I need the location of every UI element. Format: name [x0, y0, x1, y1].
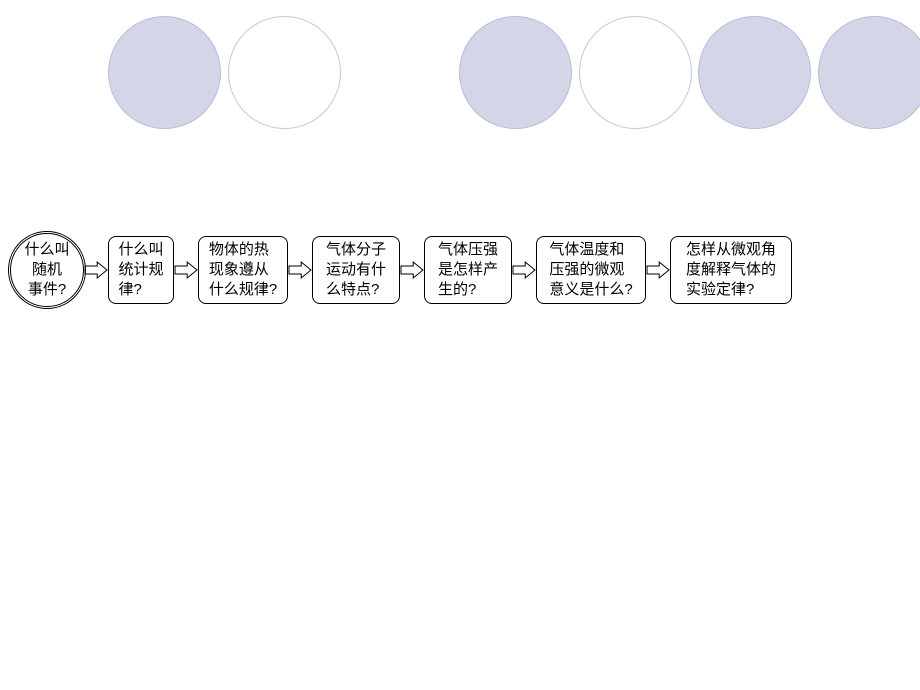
- arrow-icon: [84, 261, 108, 279]
- decorative-circle-1: [108, 16, 221, 129]
- flow-node-label: 气体分子 运动有什 么特点?: [326, 240, 386, 301]
- flow-node-label: 什么叫 随机 事件?: [24, 240, 69, 301]
- flowchart: 什么叫 随机 事件? 什么叫 统计规 律? 物体的热 现象遵从 什么规律? 气体…: [10, 233, 910, 307]
- decorative-circle-2: [228, 16, 341, 129]
- flow-node-label: 物体的热 现象遵从 什么规律?: [209, 240, 277, 301]
- flow-node-label: 什么叫 统计规 律?: [118, 240, 163, 301]
- flow-node-label: 怎样从微观角 度解释气体的 实验定律?: [686, 240, 776, 301]
- arrow-icon: [512, 261, 536, 279]
- flow-node-6: 怎样从微观角 度解释气体的 实验定律?: [670, 236, 792, 304]
- flow-node-label: 气体压强 是怎样产 生的?: [438, 240, 498, 301]
- arrow-icon: [174, 261, 198, 279]
- flow-node-label: 气体温度和 压强的微观 意义是什么?: [549, 240, 632, 301]
- decorative-circle-4: [579, 16, 692, 129]
- decorative-circle-3: [459, 16, 572, 129]
- flow-node-5: 气体温度和 压强的微观 意义是什么?: [536, 236, 646, 304]
- flow-node-2: 物体的热 现象遵从 什么规律?: [198, 236, 288, 304]
- decorative-circle-5: [698, 16, 811, 129]
- decorative-circles-row: [0, 8, 920, 128]
- decorative-circle-6: [818, 16, 920, 129]
- arrow-icon: [646, 261, 670, 279]
- flow-node-start: 什么叫 随机 事件?: [10, 233, 84, 307]
- flow-node-4: 气体压强 是怎样产 生的?: [424, 236, 512, 304]
- arrow-icon: [400, 261, 424, 279]
- flow-node-1: 什么叫 统计规 律?: [108, 236, 174, 304]
- flow-node-3: 气体分子 运动有什 么特点?: [312, 236, 400, 304]
- arrow-icon: [288, 261, 312, 279]
